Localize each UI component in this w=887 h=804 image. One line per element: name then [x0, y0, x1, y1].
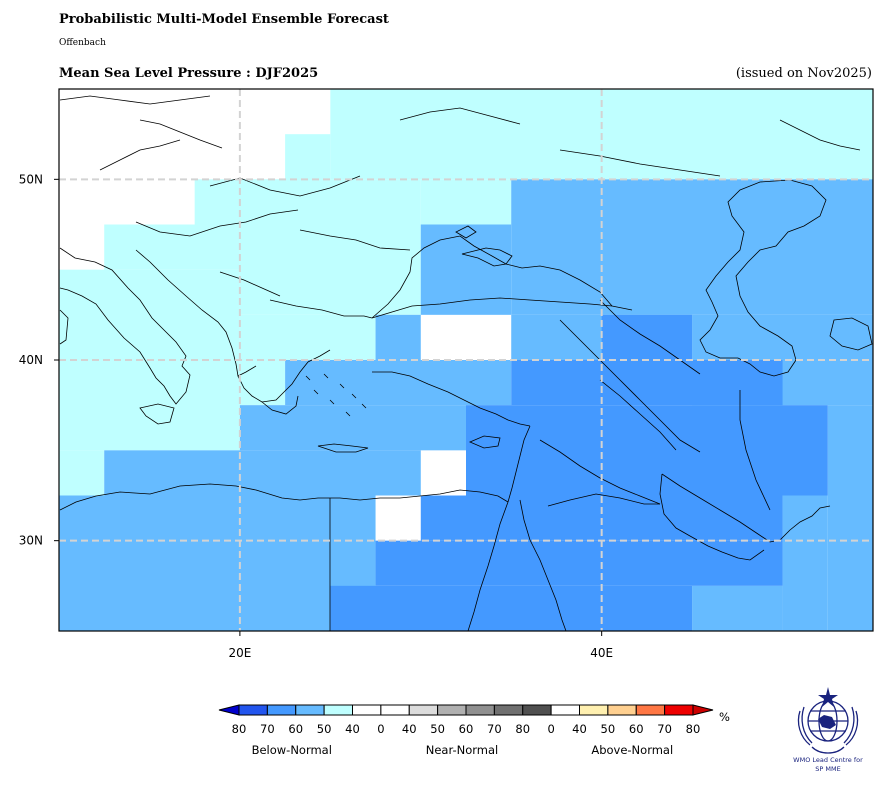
colorbar-segment: [550, 704, 580, 716]
colorbar-segment: [352, 704, 382, 716]
forecast-region-bn50: [375, 314, 421, 360]
forecast-region-bn40: [104, 224, 240, 270]
colorbar-segment: [238, 704, 268, 716]
forecast-region-bn40: [420, 179, 512, 225]
colorbar-tick-label: 40: [572, 722, 587, 736]
colorbar-segment: [266, 704, 297, 716]
y-tick-label: 50N: [19, 172, 43, 186]
forecast-region-bn40: [239, 179, 421, 315]
forecast-region-bn50: [692, 585, 783, 631]
colorbar-group-label: Near-Normal: [426, 743, 498, 757]
colorbar-tick-label: 60: [288, 722, 303, 736]
colorbar-low-extend: [218, 704, 240, 716]
colorbar-high-extend: [692, 704, 714, 716]
logo-caption-line2: SP MME: [815, 765, 841, 773]
centre-name: Offenbach: [59, 38, 106, 48]
forecast-region-bn50: [511, 179, 873, 315]
map-subtitle: Mean Sea Level Pressure : DJF2025: [59, 66, 319, 81]
colorbar-segment: [380, 704, 410, 716]
colorbar-tick-label: 0: [547, 722, 554, 736]
forecast-region-bn60: [330, 585, 693, 631]
colorbar: 80 70 60 50 40 0 40 50 60 70 80 0 40 50 60 70 80% Below-N…: [218, 704, 730, 757]
colorbar-tick-label: 50: [430, 722, 445, 736]
colorbar-segment: [408, 704, 439, 716]
colorbar-tick-label: 70: [487, 722, 502, 736]
forecast-region-bn40: [59, 450, 105, 496]
logo-caption: WMO Lead Centre for SP MME: [776, 756, 880, 774]
forecast-region-bn40: [239, 314, 376, 360]
coastlines-borders: [59, 95, 873, 631]
colorbar-tick-label: 70: [657, 722, 672, 736]
colorbar-tick-label: 80: [686, 722, 701, 736]
forecast-region-bn60: [466, 405, 828, 496]
colorbar-segment: [323, 704, 353, 716]
forecast-region-bn40: [239, 360, 286, 406]
forecast-region-bn50: [782, 495, 828, 631]
forecast-region-bn50: [285, 360, 512, 406]
map-area: [59, 89, 873, 631]
colorbar-tick-label: 40: [402, 722, 417, 736]
colorbar-segment: [437, 704, 467, 716]
graticule: [59, 89, 873, 631]
colorbar-tick-label: 80: [232, 722, 247, 736]
wmo-logo-icon: [797, 687, 859, 754]
forecast-region-bn60: [375, 540, 783, 586]
forecast-region-bn50: [420, 224, 512, 315]
axis-ticks: 20E 40E 50N 40N 30N: [19, 172, 613, 660]
colorbar-tick-label: 80: [515, 722, 530, 736]
issue-date: (issued on Nov2025): [735, 66, 872, 81]
colorbar-unit: %: [719, 710, 730, 724]
colorbar-group-label: Below-Normal: [252, 743, 332, 757]
colorbar-segment: [522, 704, 552, 716]
y-tick-label: 40N: [19, 353, 43, 367]
forecast-region-bn60: [601, 314, 693, 360]
logo-caption-line1: WMO Lead Centre for: [793, 756, 863, 764]
colorbar-tick-label: 50: [317, 722, 332, 736]
colorbar-segment: [465, 704, 495, 716]
colorbar-segment: [607, 704, 637, 716]
colorbar-tick-label: 60: [459, 722, 474, 736]
colorbar-tick-label: 60: [629, 722, 644, 736]
forecast-region-bn50: [59, 495, 376, 631]
x-tick-label: 20E: [228, 646, 251, 660]
colorbar-tick-label: 50: [601, 722, 616, 736]
colorbar-group-label: Above-Normal: [591, 743, 673, 757]
colorbar-segment: [295, 704, 325, 716]
y-tick-label: 30N: [19, 534, 43, 548]
forecast-region-bn50: [827, 405, 873, 631]
colorbar-tick-label: 40: [345, 722, 360, 736]
chart-title: Probabilistic Multi-Model Ensemble Forec…: [59, 12, 389, 27]
forecast-region-bn50: [104, 450, 421, 496]
colorbar-segment: [493, 704, 524, 716]
colorbar-segment: [664, 704, 694, 716]
forecast-region-bn50: [239, 405, 466, 451]
colorbar-segment: [579, 704, 609, 716]
forecast-region-bn60: [511, 360, 783, 406]
colorbar-tick-label: 0: [377, 722, 384, 736]
colorbar-tick-label: 70: [260, 722, 275, 736]
x-tick-label: 40E: [590, 646, 613, 660]
colorbar-segment: [635, 704, 666, 716]
